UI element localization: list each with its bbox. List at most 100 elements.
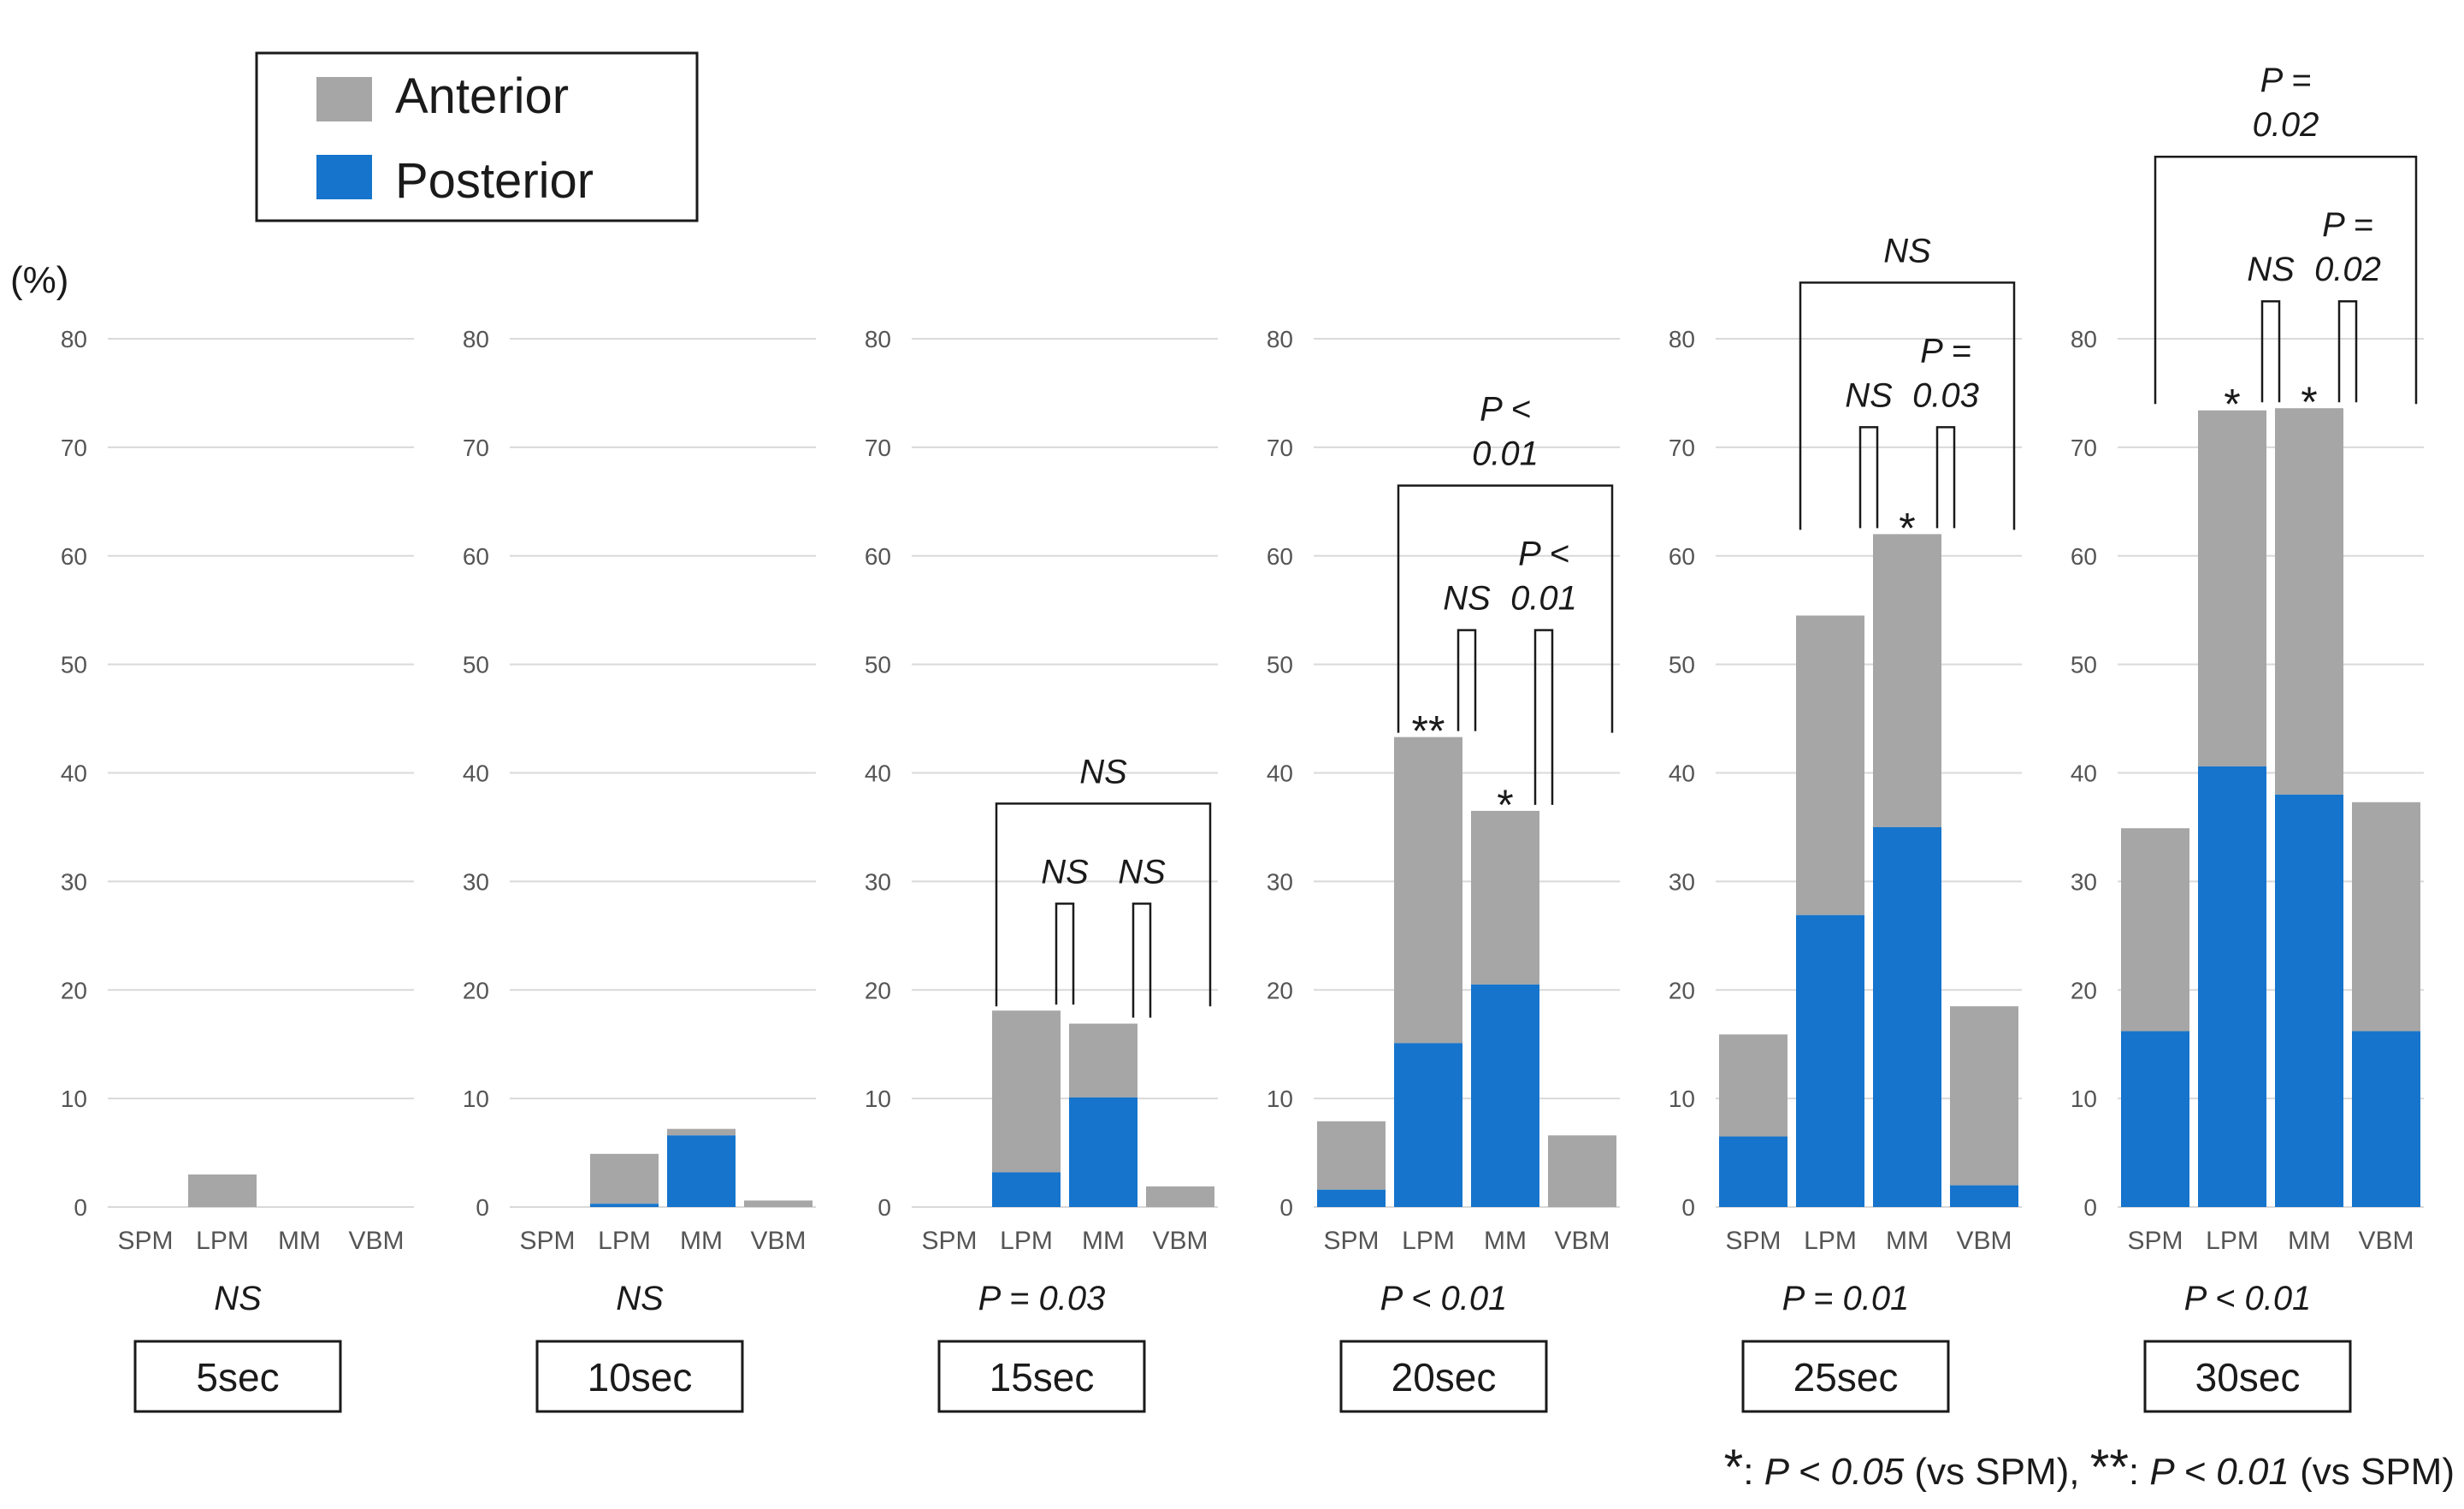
comparison-label: 0.01	[1510, 580, 1577, 618]
footnote-double-star: **	[2090, 1440, 2129, 1495]
overall-test-result: NS	[616, 1280, 664, 1317]
y-tick-label: 30	[865, 868, 891, 895]
x-tick-label: MM	[1886, 1227, 1929, 1255]
comparison-label: 0.03	[1912, 376, 1979, 414]
y-tick-label: 10	[1669, 1086, 1695, 1112]
bar-posterior-MM	[1873, 826, 1941, 1207]
y-tick-label: 70	[1669, 435, 1695, 461]
x-tick-label: SPM	[921, 1227, 977, 1255]
footnote-double-p: P < 0.01	[2149, 1451, 2290, 1493]
panel-25sec: 0 10 20 30 40 50 60 70 80 SPM LPM MM * VBM NS P = 0.03 NS…	[1669, 232, 2022, 1413]
bar-anterior-VBM	[1548, 1135, 1616, 1207]
comparison-bracket	[1397, 484, 1614, 733]
y-tick-label: 0	[476, 1194, 489, 1221]
x-tick-label: VBM	[1956, 1227, 2012, 1255]
y-tick-label: 30	[61, 868, 87, 895]
bar-posterior-VBM	[1950, 1185, 2018, 1207]
panel-label: 10sec	[588, 1355, 693, 1400]
y-tick-label: 40	[61, 760, 87, 787]
comparison-label: NS	[1041, 853, 1089, 891]
bar-anterior-VBM	[2352, 802, 2420, 1032]
y-tick-label: 30	[463, 868, 489, 895]
comparison-bracket	[1935, 426, 1956, 529]
y-tick-label: 80	[2071, 326, 2097, 352]
x-tick-label: SPM	[1725, 1227, 1781, 1255]
significance-footnote: *: P < 0.05 (vs SPM), **: P < 0.01 (vs S…	[1724, 1440, 2455, 1495]
comparison-bracket	[1799, 281, 2016, 530]
y-tick-label: 10	[1267, 1086, 1293, 1112]
comparison-bracket	[2154, 155, 2418, 405]
y-tick-label: 60	[463, 543, 489, 570]
y-tick-label: 70	[61, 435, 87, 461]
comparison-bracket	[1533, 629, 1554, 805]
x-tick-label: MM	[1082, 1227, 1125, 1255]
y-tick-label: 60	[1669, 543, 1695, 570]
y-tick-label: 70	[1267, 435, 1293, 461]
y-tick-label: 10	[2071, 1086, 2097, 1112]
x-tick-label: LPM	[196, 1227, 249, 1255]
comparison-label: P =	[2322, 206, 2373, 244]
bar-posterior-SPM	[1317, 1189, 1386, 1207]
x-tick-label: LPM	[2206, 1227, 2259, 1255]
bar-anterior-MM	[2275, 408, 2343, 795]
comparison-label: P <	[1518, 536, 1569, 573]
panel-label-box	[1339, 1340, 1548, 1413]
y-tick-label: 80	[1669, 326, 1695, 352]
legend-label-posterior: Posterior	[395, 153, 594, 209]
comparison-label: P =	[1920, 332, 1971, 370]
legend: Anterior Posterior	[255, 51, 699, 222]
y-tick-label: 70	[463, 435, 489, 461]
y-tick-label: 70	[865, 435, 891, 461]
panel-label-box	[937, 1340, 1146, 1413]
y-tick-label: 40	[1267, 760, 1293, 787]
y-tick-label: 30	[1267, 868, 1293, 895]
significance-star: **	[1412, 707, 1445, 755]
legend-swatch-anterior	[316, 77, 372, 121]
significance-star: *	[1899, 504, 1915, 552]
overall-test-result: P = 0.03	[978, 1280, 1106, 1317]
bar-anterior-LPM	[2198, 410, 2266, 766]
comparison-label: NS	[2247, 251, 2295, 288]
y-tick-label: 20	[865, 977, 891, 1003]
significance-star: *	[2301, 378, 2317, 426]
footnote-single-star: *	[1724, 1440, 1744, 1495]
bar-anterior-MM	[1069, 1023, 1137, 1098]
x-tick-label: MM	[1484, 1227, 1527, 1255]
comparison-bracket	[2337, 299, 2358, 403]
comparison-bracket	[1132, 902, 1152, 1018]
y-tick-label: 80	[61, 326, 87, 352]
bar-anterior-LPM	[992, 1010, 1061, 1173]
footnote-colon-2: :	[2129, 1451, 2149, 1493]
x-tick-label: SPM	[519, 1227, 575, 1255]
x-tick-label: LPM	[598, 1227, 651, 1255]
bar-posterior-LPM	[1796, 914, 1864, 1207]
y-tick-label: 20	[1267, 977, 1293, 1003]
comparison-label: P =	[2260, 62, 2312, 99]
bar-anterior-SPM	[1317, 1121, 1386, 1190]
x-tick-label: VBM	[348, 1227, 404, 1255]
x-tick-label: SPM	[2127, 1227, 2183, 1255]
y-tick-label: 0	[1279, 1194, 1293, 1221]
bar-anterior-LPM	[188, 1174, 257, 1207]
y-tick-label: 0	[2083, 1194, 2097, 1221]
overall-test-result: P < 0.01	[1380, 1280, 1508, 1317]
comparison-label: NS	[1443, 580, 1491, 618]
footnote-double-ref: (vs SPM)	[2300, 1451, 2455, 1493]
significance-star: *	[2224, 381, 2240, 429]
footnote-single-p: P < 0.05	[1764, 1451, 1905, 1493]
x-tick-label: VBM	[1554, 1227, 1610, 1255]
bar-posterior-LPM	[992, 1172, 1061, 1207]
bar-anterior-VBM	[744, 1200, 812, 1207]
comparison-bracket	[1858, 426, 1879, 529]
y-tick-label: 0	[74, 1194, 87, 1221]
bar-posterior-LPM	[1394, 1043, 1462, 1207]
y-tick-label: 80	[1267, 326, 1293, 352]
panel-label: 5sec	[196, 1355, 279, 1400]
bar-anterior-MM	[667, 1128, 736, 1136]
bar-anterior-LPM	[1394, 737, 1462, 1044]
panel-label-box	[1741, 1340, 1950, 1413]
panel-15sec: 0 10 20 30 40 50 60 70 80 SPM LPM MM VBM NS NS NS P = 0.…	[865, 326, 1218, 1413]
y-tick-label: 40	[865, 760, 891, 787]
bar-posterior-SPM	[2121, 1031, 2189, 1207]
legend-swatch-posterior	[316, 155, 372, 199]
